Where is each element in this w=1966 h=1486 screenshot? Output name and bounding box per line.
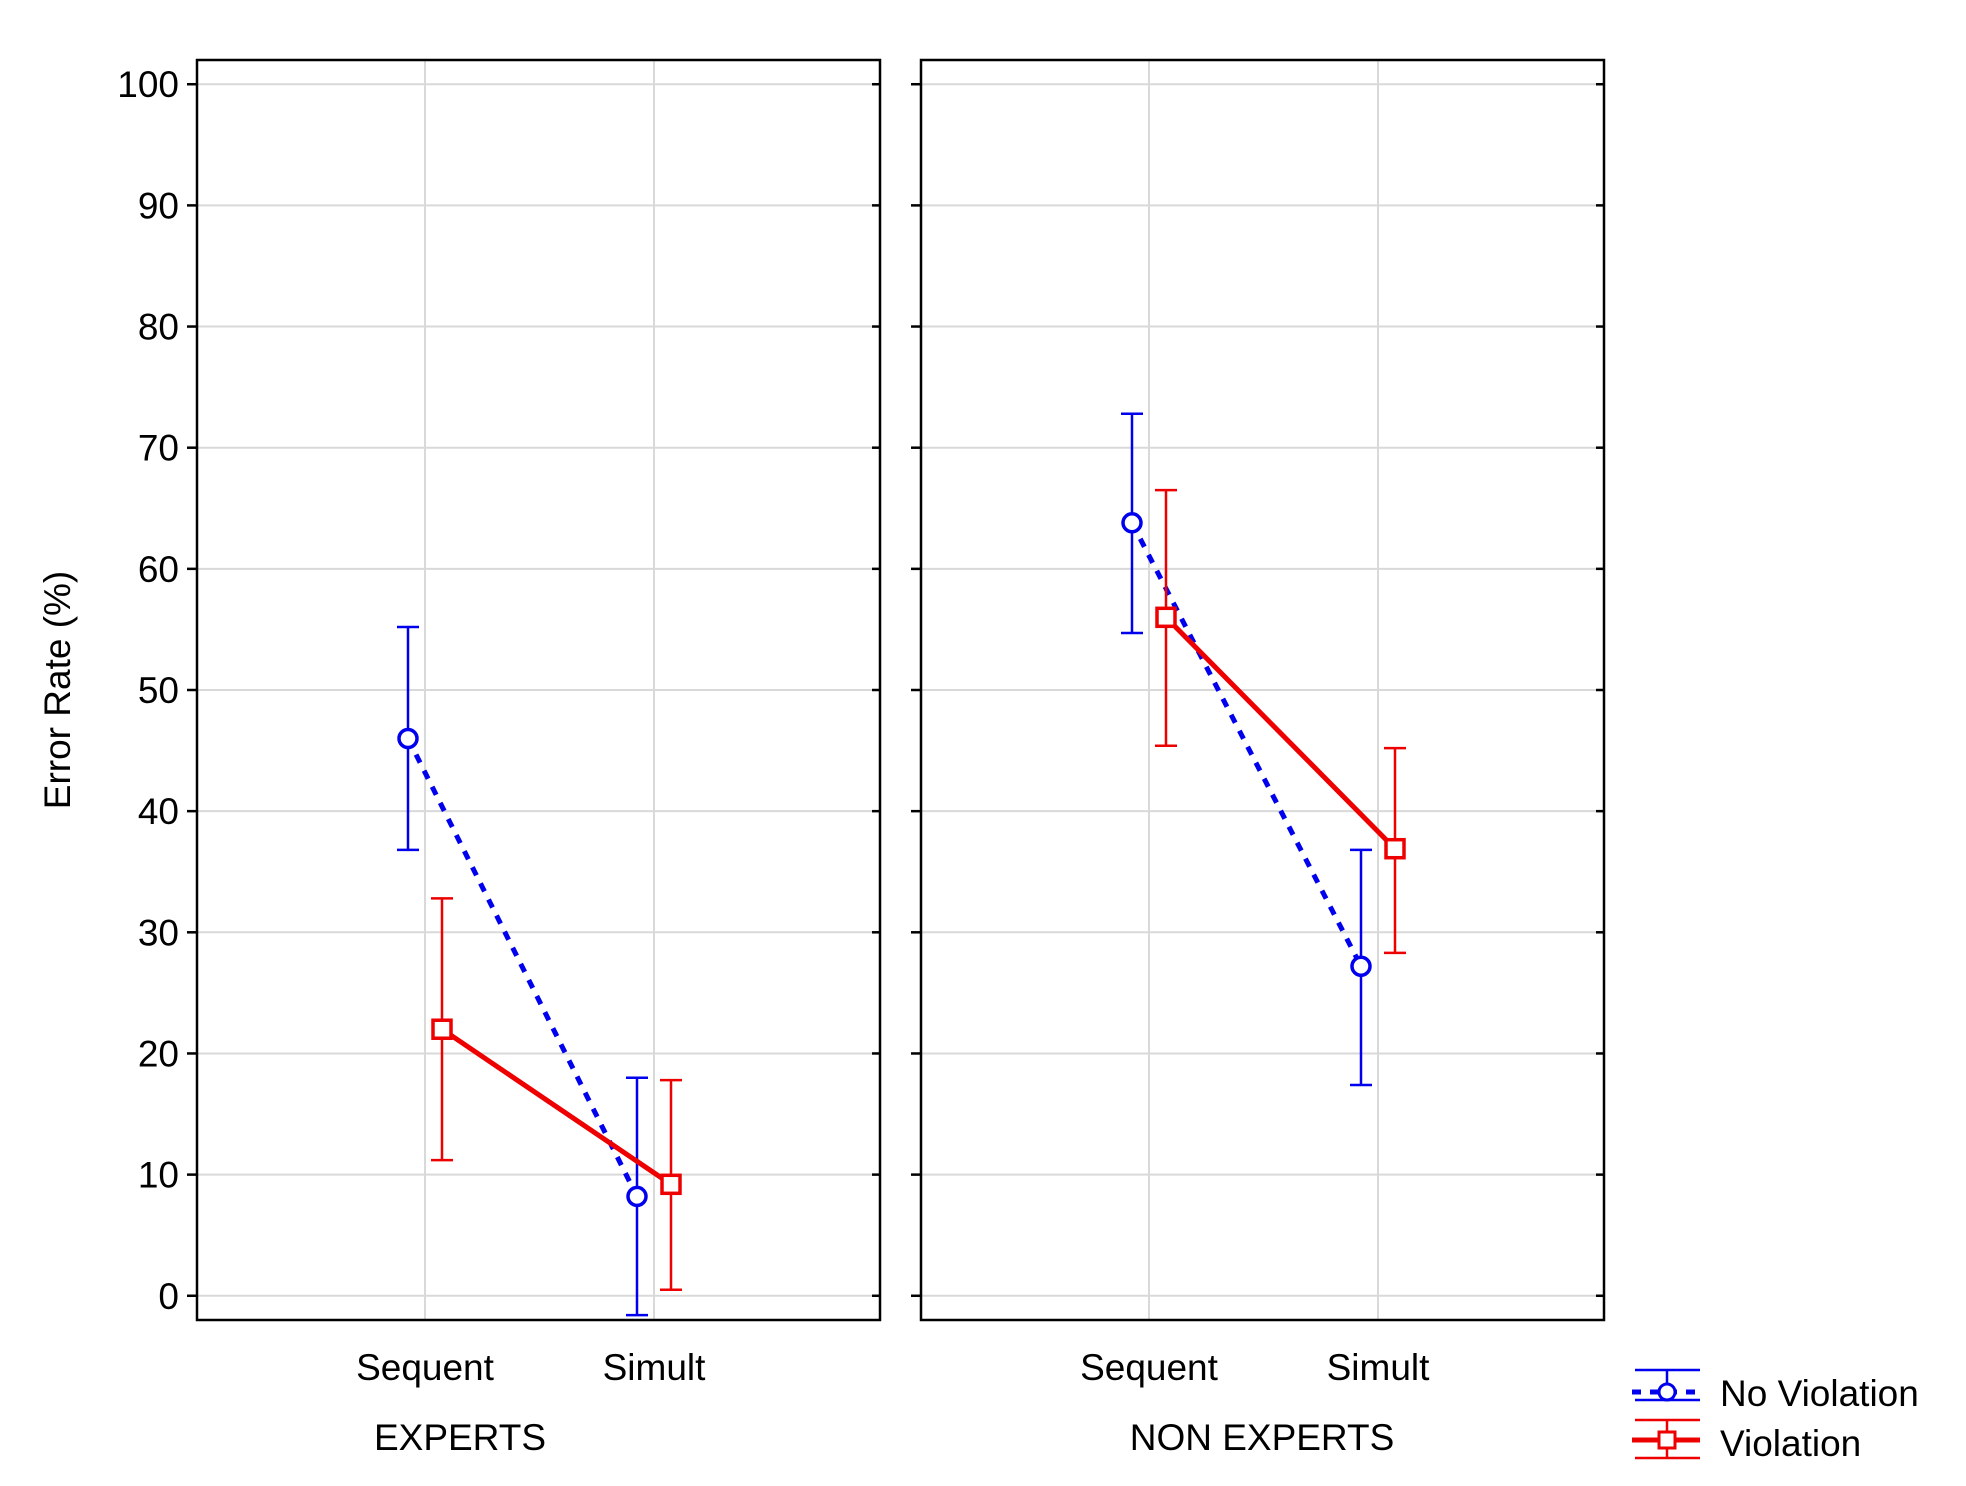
y-axis-title: Error Rate (%): [37, 571, 78, 809]
x-tick-label-sequent: Sequent: [1080, 1347, 1219, 1388]
y-tick-label-40: 40: [138, 791, 179, 832]
y-tick-label-90: 90: [138, 185, 179, 226]
y-tick-label-10: 10: [138, 1155, 179, 1196]
legend-label-no-violation: No Violation: [1720, 1373, 1919, 1414]
point-violation-simult: [1384, 837, 1406, 860]
panel-title-experts: EXPERTS: [374, 1417, 546, 1458]
y-tick-label-100: 100: [117, 64, 179, 105]
legend-item-violation: Violation: [1632, 1418, 1861, 1464]
x-tick-label-sequent: Sequent: [356, 1347, 495, 1388]
y-tick-label-20: 20: [138, 1033, 179, 1074]
point-no-violation-simult: [626, 1185, 648, 1208]
panel-title-non-experts: NON EXPERTS: [1130, 1417, 1395, 1458]
y-tick-label-60: 60: [138, 549, 179, 590]
point-no-violation-sequent: [1121, 512, 1143, 534]
y-tick-label-80: 80: [138, 307, 179, 348]
y-tick-label-50: 50: [138, 670, 179, 711]
series-line-violation: [440, 1027, 673, 1187]
y-tick-label-70: 70: [138, 428, 179, 469]
y-tick-label-30: 30: [138, 912, 179, 953]
series-line-no-violation: [405, 737, 640, 1198]
point-violation-simult: [660, 1173, 682, 1196]
point-no-violation-sequent: [397, 727, 419, 750]
point-no-violation-simult: [1350, 955, 1372, 977]
series-line-violation: [1164, 615, 1397, 851]
x-tick-label-simult: Simult: [1327, 1347, 1431, 1388]
point-violation-sequent: [1155, 606, 1177, 629]
point-violation-sequent: [431, 1018, 453, 1040]
panel-non-experts: Sequent Simult NON EXPERTS: [911, 58, 1606, 1458]
y-tick-label-0: 0: [158, 1276, 179, 1317]
legend-item-no-violation: No Violation: [1632, 1368, 1919, 1414]
series-line-no-violation: [1129, 521, 1364, 968]
legend-label-violation: Violation: [1720, 1423, 1861, 1464]
legend: No Violation Violation: [1632, 1368, 1919, 1464]
panel-experts: 0 10 20 30 40 50 60 70 80 90 100 Sequent Simult EXPER…: [117, 58, 882, 1458]
x-tick-label-simult: Simult: [603, 1347, 707, 1388]
